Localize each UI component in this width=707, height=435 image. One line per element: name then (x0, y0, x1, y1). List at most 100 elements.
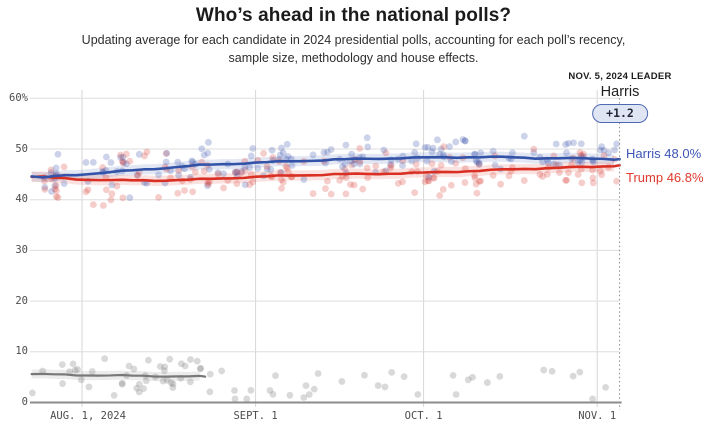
poll-dot-trump (613, 177, 621, 185)
poll-dot-other (58, 361, 66, 369)
poll-dot-trump (578, 179, 586, 187)
poll-dot-harris (82, 159, 90, 166)
poll-dot-harris (60, 180, 68, 188)
poll-dot-harris (447, 158, 455, 165)
poll-dot-harris (204, 149, 212, 157)
poll-dot-other (483, 379, 491, 386)
poll-dot-trump (423, 172, 431, 180)
poll-dot-trump (347, 181, 354, 188)
poll-dot-other (39, 367, 47, 375)
poll-dot-other (452, 391, 460, 398)
poll-dot-trump (461, 179, 469, 186)
poll-dot-other (300, 394, 308, 401)
poll-dot-trump (246, 181, 254, 188)
poll-dot-other (66, 368, 74, 375)
poll-dot-harris (241, 164, 249, 171)
poll-dot-trump (543, 170, 551, 178)
page-subtitle-line2: sample size, methodology and house effec… (228, 51, 479, 65)
poll-dot-harris (278, 144, 285, 152)
poll-dot-trump (497, 180, 504, 188)
poll-dot-other (314, 370, 322, 377)
poll-dot-harris (339, 163, 346, 171)
poll-dot-other (187, 356, 194, 363)
poll-dot-other (28, 389, 36, 397)
poll-dot-harris (279, 149, 287, 157)
poll-dot-harris (220, 170, 227, 178)
poll-dot-harris (200, 151, 208, 159)
poll-dot-harris (429, 144, 437, 152)
poll-dot-trump (428, 160, 436, 168)
trump-average-line (30, 163, 621, 183)
poll-dot-trump (342, 190, 350, 198)
poll-dot-harris (421, 144, 429, 151)
poll-dot-trump (214, 170, 222, 178)
poll-dot-trump (238, 169, 245, 176)
poll-dot-harris (117, 153, 124, 161)
poll-dot-harris (452, 138, 460, 146)
poll-dot-trump (107, 196, 115, 204)
poll-dot-trump (574, 171, 582, 178)
page-title: Who’s ahead in the national polls? (195, 5, 512, 26)
poll-dot-other (110, 392, 118, 399)
poll-dot-trump (336, 176, 344, 184)
poll-dot-trump (189, 188, 197, 196)
poll-dot-harris (189, 158, 197, 166)
poll-dot-other (196, 365, 204, 373)
poll-dot-other (231, 395, 239, 403)
poll-dot-harris (54, 150, 62, 158)
poll-dot-trump (477, 177, 485, 185)
y-axis-tick-label: 50 (15, 142, 28, 155)
poll-dot-harris (214, 169, 222, 177)
poll-dot-other (169, 384, 177, 391)
poll-dot-harris (47, 169, 55, 176)
poll-dot-trump (555, 169, 563, 176)
poll-dot-other (88, 368, 96, 375)
poll-dot-other (496, 372, 504, 380)
poll-dot-harris (175, 171, 183, 179)
poll-dot-trump (356, 144, 364, 152)
poll-dot-trump (412, 160, 420, 168)
x-axis-tick-label: SEPT. 1 (233, 410, 278, 422)
poll-dot-harris (598, 143, 606, 151)
page-subtitle-line1: Updating average for each candidate in 2… (81, 33, 626, 47)
poll-dot-harris (263, 165, 271, 173)
poll-dot-harris (577, 140, 585, 148)
poll-dot-harris (268, 146, 276, 154)
poll-dot-other (71, 366, 79, 374)
poll-dot-harris (233, 168, 241, 176)
poll-dot-other (302, 382, 310, 390)
poll-dot-other (361, 371, 368, 379)
poll-dot-trump (424, 177, 432, 185)
poll-dot-harris (135, 150, 143, 158)
poll-dot-trump (126, 157, 134, 165)
poll-dot-trump (52, 193, 60, 200)
poll-dot-trump (327, 190, 335, 198)
poll-dot-trump (284, 168, 292, 176)
poll-dot-trump (580, 150, 587, 158)
poll-dot-harris (461, 137, 469, 145)
poll-dot-harris (350, 160, 358, 168)
poll-dot-other (163, 376, 171, 384)
poll-dot-trump (563, 176, 570, 184)
harris-average-line (30, 155, 621, 179)
poll-dot-harris (283, 140, 291, 148)
poll-dot-trump (143, 148, 151, 156)
poll-dot-other (130, 365, 138, 373)
poll-dot-trump (102, 186, 110, 194)
poll-dot-harris (565, 139, 572, 147)
x-axis-tick-label: OCT. 1 (404, 410, 443, 422)
poll-dot-harris (107, 159, 115, 166)
poll-dot-harris (162, 158, 170, 166)
poll-dot-harris (544, 159, 552, 167)
poll-dot-other (286, 391, 294, 399)
poll-dot-trump (84, 186, 92, 194)
poll-dot-harris (327, 146, 335, 153)
poll-dot-harris (589, 158, 597, 166)
poll-dot-harris (382, 167, 390, 175)
poll-dot-other (125, 362, 133, 370)
poll-dot-trump (429, 174, 437, 182)
x-axis-tick-label: AUG. 1, 2024 (50, 410, 126, 422)
poll-dot-harris (574, 158, 582, 166)
poll-dot-other (305, 391, 313, 398)
